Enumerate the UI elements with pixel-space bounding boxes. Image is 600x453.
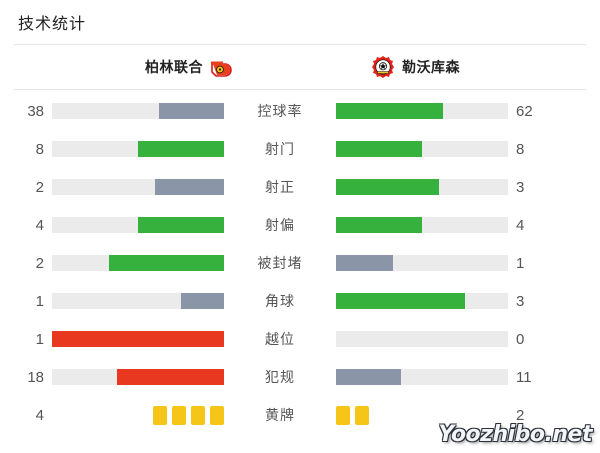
home-team-name: 柏林联合 — [145, 59, 203, 75]
home-value: 18 — [27, 368, 44, 386]
away-bar-fill — [336, 217, 422, 233]
away-value: 1 — [516, 254, 525, 272]
home-bar-fill — [181, 293, 224, 309]
home-team: 柏林联合 — [145, 55, 235, 79]
away-value: 8 — [516, 140, 525, 158]
away-value: 3 — [516, 178, 525, 196]
home-bar-fill — [108, 255, 224, 271]
stat-row-yellow-cards: 4 黄牌 2 — [0, 396, 600, 434]
home-yellow-cards — [52, 405, 224, 425]
home-bar-track — [52, 217, 224, 233]
home-bar-fill — [138, 217, 224, 233]
yellow-card-icon — [355, 405, 369, 425]
stat-label: 射偏 — [265, 217, 295, 233]
stat-label: 射正 — [265, 179, 295, 195]
away-team-name: 勒沃库森 — [402, 59, 460, 75]
stat-label: 角球 — [265, 293, 295, 309]
away-bar-fill — [336, 179, 440, 195]
home-value: 2 — [35, 178, 44, 196]
site-watermark: Yoozhibo.net — [438, 422, 592, 447]
home-bar-track — [52, 255, 224, 271]
stat-label: 犯规 — [265, 369, 295, 385]
team-header: 柏林联合 勒沃库森 — [0, 45, 600, 89]
away-bar-fill — [336, 293, 465, 309]
stat-label: 黄牌 — [265, 407, 295, 423]
home-bar-track — [52, 103, 224, 119]
home-value: 4 — [35, 216, 44, 234]
panel-header: 技术统计 — [0, 0, 600, 44]
team-header-divider — [14, 89, 586, 90]
home-bar-fill — [138, 141, 224, 157]
away-value: 62 — [516, 102, 533, 120]
yellow-card-icon — [210, 405, 224, 425]
stat-row: 18 犯规 11 — [0, 358, 600, 396]
away-bar-track — [336, 331, 508, 347]
stat-label: 控球率 — [257, 103, 303, 119]
home-value: 1 — [35, 292, 44, 310]
union-berlin-crest-icon — [209, 55, 235, 79]
home-value: 1 — [35, 330, 44, 348]
home-bar-fill — [155, 179, 224, 195]
stat-row: 38 控球率 62 — [0, 92, 600, 130]
away-bar-fill — [336, 141, 422, 157]
yellow-card-icon — [191, 405, 205, 425]
away-value: 2 — [516, 406, 525, 424]
away-value: 11 — [516, 368, 532, 386]
home-bar-fill — [117, 369, 224, 385]
yellow-card-icon — [153, 405, 167, 425]
home-value: 4 — [35, 406, 44, 424]
home-bar-fill — [52, 331, 224, 347]
away-bar-fill — [336, 103, 443, 119]
stat-row: 8 射门 8 — [0, 130, 600, 168]
away-value: 0 — [516, 330, 525, 348]
stat-row: 1 越位 0 — [0, 320, 600, 358]
yellow-card-icon — [336, 405, 350, 425]
away-bar-track — [336, 255, 508, 271]
away-bar-track — [336, 141, 508, 157]
stats-list: 38 控球率 62 8 射门 8 2 射正 3 4 射偏 4 2 被封堵 1 1 角球 3 1 越位 0 18 犯规 11 4 黄… — [0, 90, 600, 434]
stat-row: 2 射正 3 — [0, 168, 600, 206]
away-value: 4 — [516, 216, 525, 234]
away-bar-track — [336, 369, 508, 385]
header-divider — [14, 44, 586, 45]
home-bar-track — [52, 141, 224, 157]
home-bar-track — [52, 179, 224, 195]
yellow-card-icon — [172, 405, 186, 425]
away-bar-fill — [336, 255, 393, 271]
away-bar-track — [336, 103, 508, 119]
away-bar-track — [336, 179, 508, 195]
stat-row: 2 被封堵 1 — [0, 244, 600, 282]
page-title: 技术统计 — [18, 16, 87, 33]
home-bar-track — [52, 331, 224, 347]
stat-label: 越位 — [265, 331, 295, 347]
away-yellow-cards — [336, 405, 508, 425]
stat-label: 被封堵 — [257, 255, 303, 271]
home-bar-fill — [158, 103, 224, 119]
bayer-leverkusen-crest-icon — [370, 55, 396, 79]
stat-label: 射门 — [265, 141, 295, 157]
away-team: 勒沃库森 — [370, 55, 460, 79]
away-bar-fill — [336, 369, 402, 385]
home-bar-track — [52, 293, 224, 309]
stat-row: 4 射偏 4 — [0, 206, 600, 244]
home-value: 38 — [27, 102, 44, 120]
away-bar-track — [336, 293, 508, 309]
away-value: 3 — [516, 292, 525, 310]
home-bar-track — [52, 369, 224, 385]
stat-row: 1 角球 3 — [0, 282, 600, 320]
home-value: 8 — [35, 140, 44, 158]
away-bar-track — [336, 217, 508, 233]
home-value: 2 — [35, 254, 44, 272]
